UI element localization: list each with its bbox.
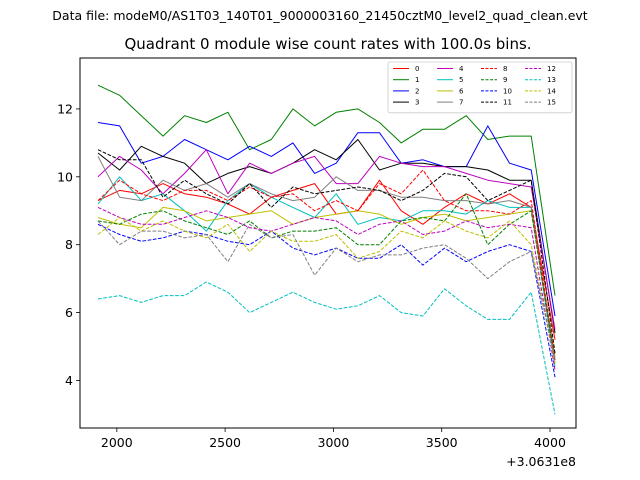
series-line-8 (97, 169, 556, 361)
legend-label-3: 3 (415, 99, 419, 107)
series-line-15 (97, 220, 556, 361)
series-line-4 (97, 149, 556, 330)
legend-label-13: 13 (547, 76, 556, 84)
legend-label-14: 14 (547, 87, 556, 95)
legend-label-12: 12 (547, 65, 556, 73)
legend-label-15: 15 (547, 99, 556, 107)
series-line-9 (97, 193, 556, 364)
legend-label-4: 4 (459, 65, 464, 73)
series-line-14 (97, 217, 556, 364)
x-axis: 2000 2500 3000 3500 4000 (101, 428, 566, 450)
legend-label-11: 11 (503, 99, 512, 107)
legend-label-10: 10 (503, 87, 512, 95)
x-axis-offset-label: +3.0631e8 (506, 454, 576, 469)
axes-frame (79, 57, 577, 429)
legend-label-2: 2 (415, 87, 419, 95)
series-line-1 (97, 84, 556, 296)
x-tick-label: 2000 (101, 435, 133, 450)
legend-frame (387, 61, 573, 114)
series-line-13 (97, 281, 556, 415)
series-line-3 (97, 139, 556, 334)
x-tick-label: 3000 (318, 435, 350, 450)
x-tick-label: 3500 (426, 435, 458, 450)
legend-label-8: 8 (503, 65, 507, 73)
series-line-5 (97, 176, 556, 367)
x-tick-label: 2500 (209, 435, 241, 450)
series-line-2 (97, 122, 556, 317)
series-line-11 (97, 149, 556, 354)
legend-label-9: 9 (503, 76, 507, 84)
legend-label-7: 7 (459, 99, 463, 107)
chart-title: Quadrant 0 module wise count rates with … (124, 35, 531, 53)
y-tick-label: 8 (65, 237, 73, 252)
y-tick-label: 4 (65, 373, 73, 388)
legend-label-0: 0 (415, 65, 419, 73)
y-tick-label: 12 (57, 101, 73, 116)
x-tick-label: 4000 (534, 435, 566, 450)
plot-series-group (97, 84, 556, 415)
legend-label-5: 5 (459, 76, 463, 84)
legend-label-6: 6 (459, 87, 464, 95)
series-line-7 (97, 156, 556, 361)
y-tick-label: 6 (65, 305, 73, 320)
y-axis: 4 6 8 10 12 (57, 101, 80, 388)
y-tick-label: 10 (57, 169, 73, 184)
legend-label-1: 1 (415, 76, 419, 84)
figure-suptitle: Data file: modeM0/AS1T03_140T01_90000031… (52, 8, 587, 23)
series-line-6 (97, 206, 556, 357)
series-line-12 (97, 206, 556, 371)
